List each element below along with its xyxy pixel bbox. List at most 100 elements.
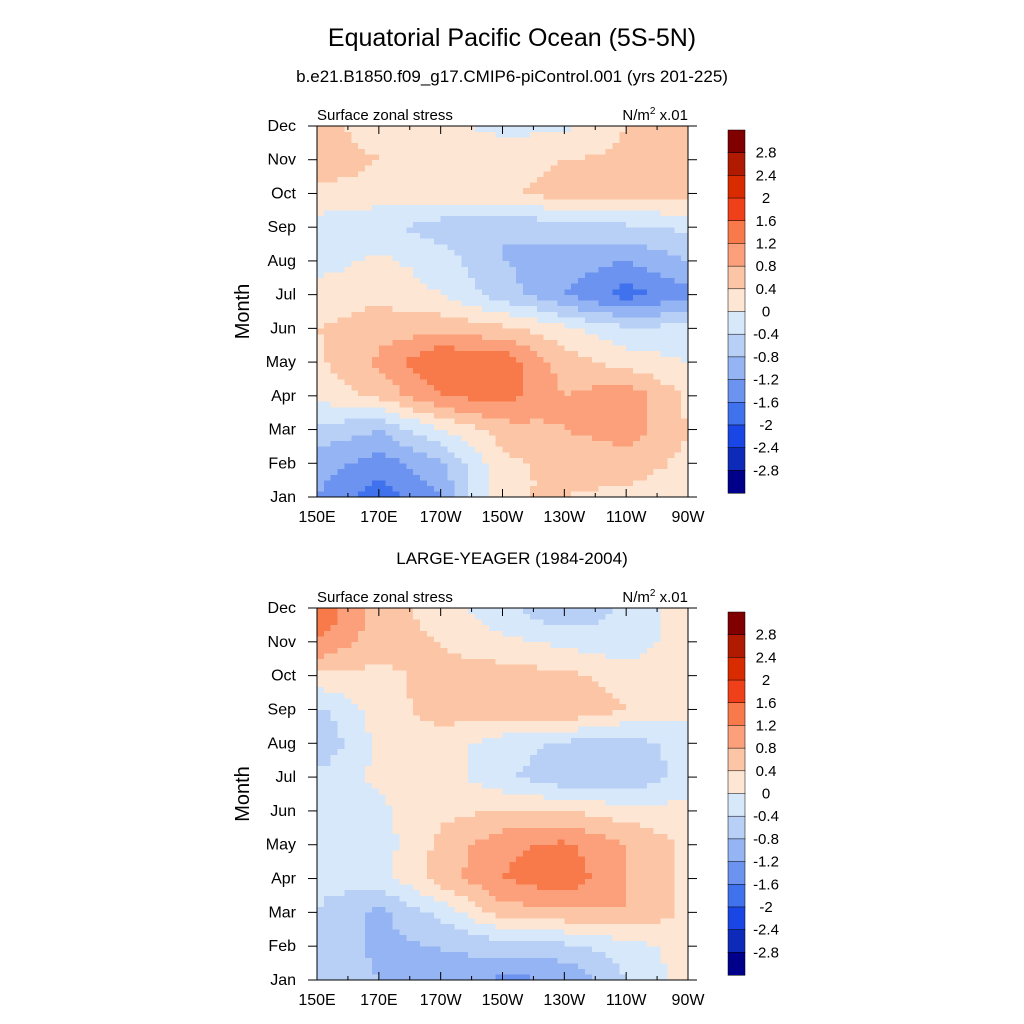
heatmap-cell xyxy=(564,878,572,885)
heatmap-cell xyxy=(426,232,435,239)
heatmap-cell xyxy=(323,491,332,498)
heatmap-cell xyxy=(653,131,661,138)
heatmap-cell xyxy=(598,305,606,312)
heatmap-cell xyxy=(344,951,352,958)
heatmap-cell xyxy=(591,283,599,290)
heatmap-cell xyxy=(667,215,675,222)
heatmap-cell xyxy=(550,339,558,346)
heatmap-cell xyxy=(426,294,435,301)
heatmap-cell xyxy=(536,957,545,964)
heatmap-cell xyxy=(454,255,462,262)
heatmap-cell xyxy=(440,148,448,155)
heatmap-cell xyxy=(371,457,380,464)
heatmap-cell xyxy=(426,266,435,273)
heatmap-cell xyxy=(598,154,606,161)
heatmap-cell xyxy=(626,485,634,492)
heatmap-cell xyxy=(591,148,599,155)
heatmap-cell xyxy=(365,311,373,318)
heatmap-cell xyxy=(475,940,483,947)
heatmap-cell xyxy=(674,895,682,902)
heatmap-cell xyxy=(337,148,345,155)
heatmap-cell xyxy=(509,861,517,868)
heatmap-cell xyxy=(509,322,517,329)
heatmap-cell xyxy=(440,918,448,924)
heatmap-cell xyxy=(447,878,455,885)
heatmap-cell xyxy=(358,199,366,205)
heatmap-cell xyxy=(344,249,352,256)
heatmap-cell xyxy=(543,923,551,930)
heatmap-cell xyxy=(646,918,654,924)
heatmap-cell xyxy=(358,294,366,301)
heatmap-cell xyxy=(420,260,428,267)
heatmap-cell xyxy=(488,435,496,442)
heatmap-cell xyxy=(481,221,490,228)
heatmap-cell xyxy=(385,423,393,430)
heatmap-cell xyxy=(365,148,373,155)
heatmap-cell xyxy=(550,187,558,194)
heatmap-cell xyxy=(413,491,421,498)
heatmap-cell xyxy=(509,485,517,492)
heatmap-cell xyxy=(399,333,407,340)
heatmap-cell xyxy=(598,463,606,470)
heatmap-cell xyxy=(536,333,545,340)
heatmap-cell xyxy=(674,126,682,132)
heatmap-cell xyxy=(681,170,689,177)
heatmap-cell xyxy=(406,260,414,267)
heatmap-cell xyxy=(365,872,373,879)
heatmap-cell xyxy=(557,440,565,447)
heatmap-cell xyxy=(440,423,448,430)
heatmap-cell xyxy=(392,418,400,425)
heatmap-cell xyxy=(660,457,668,464)
heatmap-cell xyxy=(564,199,572,205)
heatmap-cell xyxy=(626,957,634,964)
heatmap-cell xyxy=(564,861,572,868)
heatmap-cell xyxy=(598,446,606,453)
heatmap-cell xyxy=(481,373,490,380)
heatmap-cell xyxy=(426,126,435,132)
heatmap-cell xyxy=(488,951,496,958)
heatmap-cell xyxy=(571,463,579,470)
heatmap-cell xyxy=(399,328,407,335)
heatmap-cell xyxy=(639,491,648,498)
heatmap-cell xyxy=(461,423,469,430)
heatmap-cell xyxy=(516,906,524,913)
heatmap-cell xyxy=(674,266,682,273)
heatmap-cell xyxy=(365,215,373,222)
heatmap-cell xyxy=(529,929,538,936)
heatmap-cell xyxy=(509,872,517,879)
heatmap-cell xyxy=(371,221,380,228)
heatmap-cell xyxy=(426,418,435,425)
heatmap-cell xyxy=(420,277,428,284)
heatmap-cell xyxy=(426,272,435,279)
heatmap-cell xyxy=(660,187,668,194)
heatmap-cell xyxy=(344,867,352,874)
heatmap-cell xyxy=(516,946,524,953)
heatmap-cell xyxy=(660,204,668,211)
heatmap-cell xyxy=(681,277,689,284)
heatmap-cell xyxy=(420,480,428,487)
heatmap-cell xyxy=(626,446,634,453)
heatmap-cell xyxy=(619,210,627,217)
heatmap-cell xyxy=(660,193,668,200)
heatmap-cell xyxy=(317,283,325,290)
heatmap-cell xyxy=(406,165,414,172)
heatmap-cell xyxy=(440,294,448,301)
heatmap-cell xyxy=(385,906,393,913)
heatmap-cell xyxy=(667,474,675,481)
heatmap-cell xyxy=(440,446,448,453)
heatmap-cell xyxy=(646,390,654,397)
heatmap-cell xyxy=(317,148,325,155)
heatmap-cell xyxy=(612,199,620,205)
heatmap-cell xyxy=(660,418,668,425)
heatmap-cell xyxy=(667,232,675,239)
heatmap-cell xyxy=(612,407,620,413)
heatmap-cell xyxy=(468,452,476,458)
heatmap-cell xyxy=(433,856,441,862)
heatmap-cell xyxy=(433,968,441,975)
heatmap-cell xyxy=(420,255,428,262)
heatmap-cell xyxy=(502,407,510,413)
heatmap-cell xyxy=(365,867,373,874)
heatmap-cell xyxy=(426,333,435,340)
heatmap-cell xyxy=(481,446,490,453)
heatmap-cell xyxy=(461,238,469,245)
